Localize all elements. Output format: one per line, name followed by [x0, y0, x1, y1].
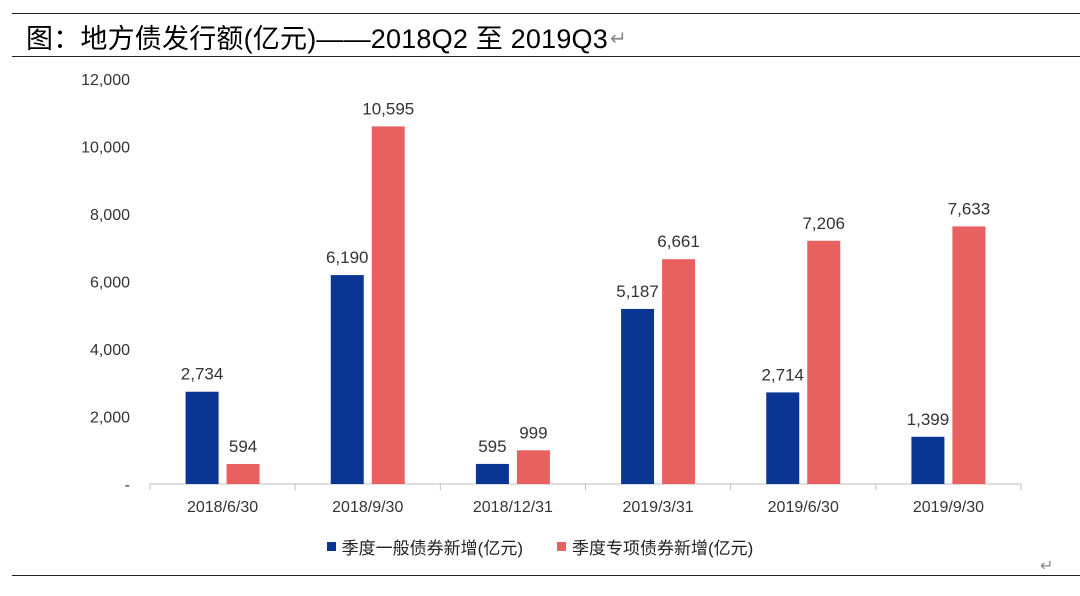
bottom-rule: [12, 575, 1080, 576]
bar-general: [911, 436, 945, 484]
legend-label-special: 季度专项债券新增(亿元): [572, 539, 754, 558]
legend-swatch-general: [326, 542, 336, 551]
data-label: 1,399: [907, 410, 950, 429]
y-tick-label: -: [125, 477, 130, 494]
x-tick-label: 2018/12/31: [473, 499, 553, 516]
chart-legend: 季度一般债券新增(亿元) 季度专项债券新增(亿元): [0, 534, 1080, 559]
data-label: 7,206: [802, 214, 845, 233]
bar-general: [621, 308, 655, 484]
y-tick-label: 8,000: [90, 207, 130, 224]
figure-title-text: 图：地方债发行额(亿元)——2018Q2 至 2019Q3: [26, 23, 608, 54]
data-label: 6,661: [657, 232, 700, 251]
bar-special: [516, 450, 550, 484]
title-underline: [12, 56, 1080, 57]
x-tick-label: 2019/3/31: [622, 499, 693, 516]
bar-special: [371, 126, 405, 484]
y-tick-label: 6,000: [90, 275, 130, 292]
legend-item-special: 季度专项债券新增(亿元): [557, 534, 753, 559]
x-tick-label: 2019/9/30: [913, 499, 984, 516]
return-mark-icon: ↵: [609, 27, 627, 50]
figure-title: 图：地方债发行额(亿元)——2018Q2 至 2019Q3 ↵: [26, 16, 627, 56]
x-tick-label: 2018/9/30: [332, 499, 403, 516]
data-label: 7,633: [948, 199, 991, 218]
data-label: 2,734: [181, 365, 224, 384]
data-label: 999: [519, 423, 547, 442]
y-tick-label: 4,000: [90, 342, 130, 359]
y-tick-label: 2,000: [90, 410, 130, 427]
data-label: 594: [229, 437, 257, 456]
data-label: 2,714: [761, 365, 804, 384]
bar-special: [807, 240, 841, 484]
y-tick-label: 12,000: [81, 72, 130, 89]
bar-general: [766, 392, 800, 484]
bar-general: [185, 391, 219, 484]
bar-chart: - 2,000 4,000 6,000 8,000 10,000 12,000 2018/6/…: [81, 72, 1022, 516]
bar-general: [475, 463, 509, 484]
data-label: 5,187: [616, 282, 659, 301]
x-tick-label: 2018/6/30: [187, 499, 258, 516]
data-label: 6,190: [326, 248, 369, 267]
bar-general: [330, 275, 364, 484]
legend-item-general: 季度一般债券新增(亿元): [326, 534, 523, 559]
y-tick-label: 10,000: [81, 140, 130, 157]
top-rule: [12, 13, 1080, 14]
data-label: 10,595: [362, 99, 414, 118]
return-mark-bottom-icon: ↵: [1040, 558, 1054, 575]
legend-swatch-special: [557, 542, 566, 551]
bar-special: [226, 463, 260, 484]
bar-special: [662, 259, 696, 484]
bar-special: [952, 226, 986, 485]
x-tick-label: 2019/6/30: [768, 499, 839, 516]
data-label: 595: [478, 437, 506, 456]
legend-label-general: 季度一般债券新增(亿元): [341, 539, 523, 558]
